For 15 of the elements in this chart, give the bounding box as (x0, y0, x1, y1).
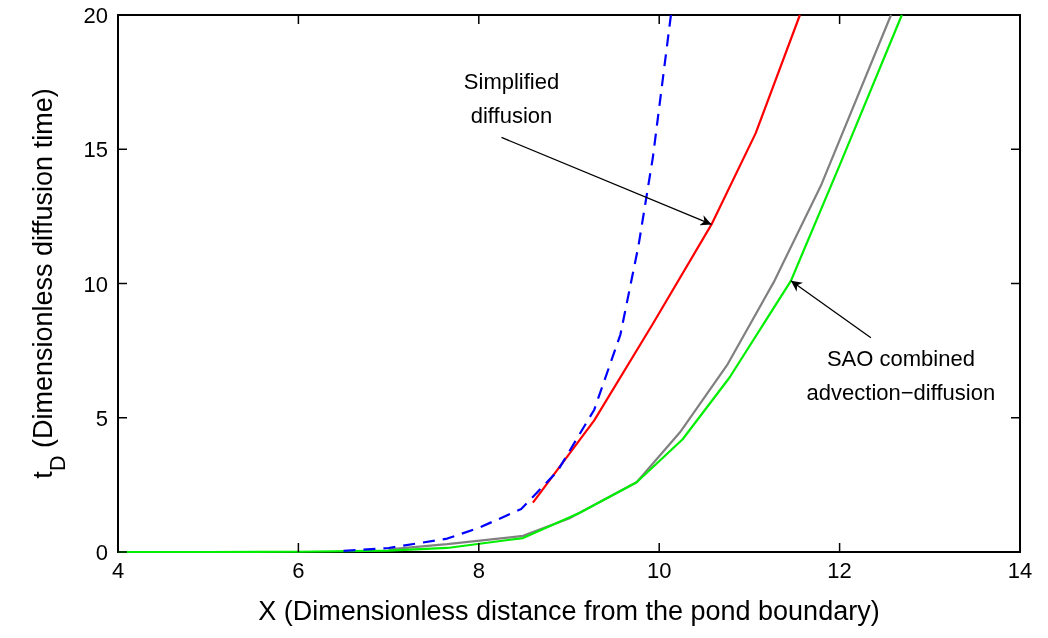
x-tick-label: 6 (292, 558, 305, 583)
y-tick-label: 20 (83, 3, 108, 28)
y-tick-label: 0 (95, 540, 108, 565)
x-tick-label: 4 (111, 558, 125, 583)
y-tick-label: 15 (83, 137, 108, 163)
y-tick-label: 5 (95, 405, 108, 431)
x-tick-label: 14 (1007, 558, 1033, 583)
x-tick-label: 12 (827, 558, 852, 583)
y-tick-label: 10 (83, 271, 108, 297)
annotation: SAO combined advection−diffusion (806, 345, 996, 405)
x-tick-label: 10 (646, 558, 672, 583)
x-tick-label: 8 (472, 558, 485, 583)
x-axis-title: X (Dimensionless distance from the pond boundary) (258, 596, 880, 626)
line-series (342, 13, 673, 553)
annotation: Simplified diffusion (463, 69, 560, 129)
